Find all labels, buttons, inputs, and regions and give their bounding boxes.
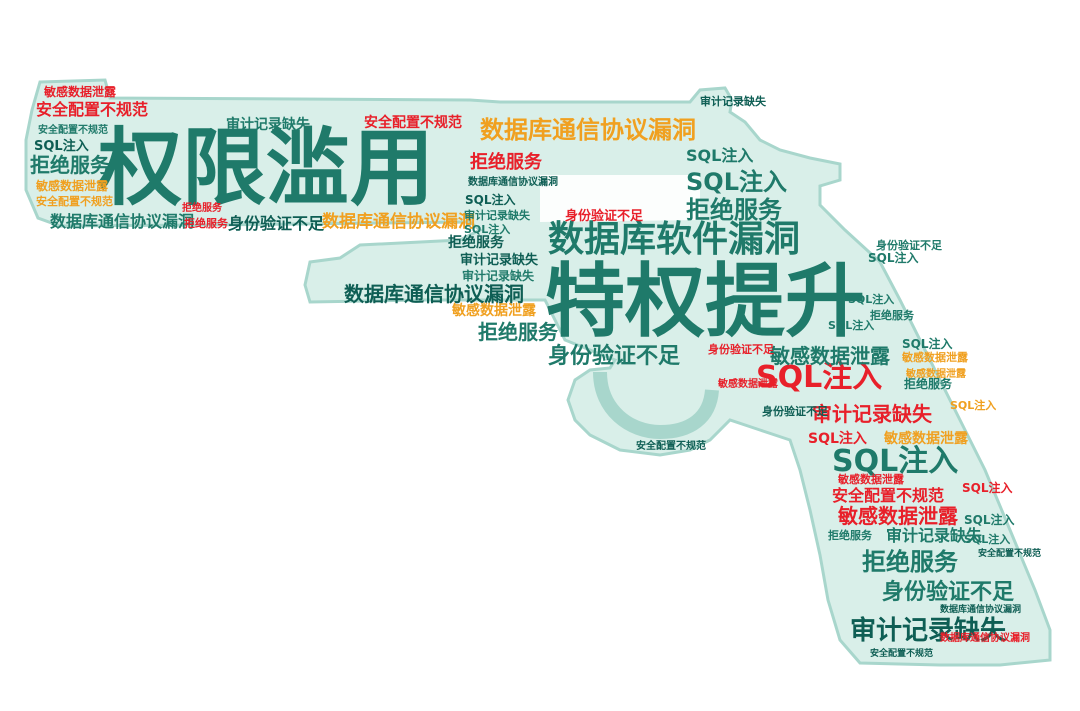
word-missing-audit-log: 审计记录缺失 <box>812 402 932 426</box>
word-missing-audit-log: 审计记录缺失 <box>464 209 530 222</box>
word-sensitive-data-leak: 敏感数据泄露 <box>902 351 968 364</box>
word-denial-of-service: 拒绝服务 <box>184 217 228 230</box>
word-db-protocol-vuln: 数据库通信协议漏洞 <box>480 116 696 144</box>
word-major-privilege-escalation: 特权提升 <box>545 255 865 348</box>
trigger-guard <box>593 371 719 440</box>
word-sql-injection: SQL注入 <box>832 444 959 479</box>
word-insufficient-auth: 身份验证不足 <box>228 214 325 233</box>
word-insecure-config: 安全配置不规范 <box>978 549 1042 559</box>
word-denial-of-service: 拒绝服务 <box>478 320 558 344</box>
word-insufficient-auth: 身份验证不足 <box>548 344 681 369</box>
word-sensitive-data-leak: 敏感数据泄露 <box>44 85 117 99</box>
cylinder-notch <box>540 175 700 222</box>
word-missing-audit-log: 审计记录缺失 <box>226 117 310 133</box>
word-sensitive-data-leak: 敏感数据泄露 <box>770 344 890 368</box>
word-sql-injection: SQL注入 <box>828 319 875 332</box>
word-missing-audit-log: 审计记录缺失 <box>700 95 766 108</box>
word-denial-of-service: 拒绝服务 <box>686 196 782 224</box>
word-insecure-config: 安全配置不规范 <box>832 486 945 505</box>
word-sensitive-data-leak: 敏感数据泄露 <box>36 179 109 193</box>
word-insufficient-auth: 身份验证不足 <box>762 405 828 418</box>
word-insufficient-auth: 身份验证不足 <box>876 239 942 252</box>
word-sql-injection: SQL注入 <box>964 513 1015 527</box>
word-db-software-vuln: 数据库软件漏洞 <box>548 219 801 260</box>
word-sql-injection: SQL注入 <box>962 481 1013 495</box>
word-denial-of-service: 拒绝服务 <box>862 548 958 576</box>
word-denial-of-service: 拒绝服务 <box>828 529 872 542</box>
word-insufficient-auth: 身份验证不足 <box>565 209 644 224</box>
word-sql-injection: SQL注入 <box>34 139 89 154</box>
word-sql-injection: SQL注入 <box>686 146 754 165</box>
word-denial-of-service: 拒绝服务 <box>448 235 504 251</box>
word-major-privilege-abuse: 权限滥用 <box>98 119 435 217</box>
word-insufficient-auth: 身份验证不足 <box>708 343 774 356</box>
word-sql-injection: SQL注入 <box>756 360 883 395</box>
word-insecure-config: 安全配置不规范 <box>364 115 462 131</box>
word-insecure-config: 安全配置不规范 <box>38 125 108 136</box>
word-missing-audit-log: 审计记录缺失 <box>886 526 983 545</box>
word-db-protocol-vuln: 数据库通信协议漏洞 <box>50 212 195 231</box>
word-sql-injection: SQL注入 <box>964 533 1011 546</box>
word-denial-of-service: 拒绝服务 <box>30 153 110 177</box>
word-sensitive-data-leak: 敏感数据泄露 <box>906 369 966 380</box>
word-sensitive-data-leak: 敏感数据泄露 <box>884 431 968 447</box>
word-denial-of-service: 拒绝服务 <box>870 309 914 322</box>
word-denial-of-service: 拒绝服务 <box>182 203 222 214</box>
word-insecure-config: 安全配置不规范 <box>636 441 706 452</box>
revolver-shape <box>24 78 1052 667</box>
word-db-protocol-vuln: 数据库通信协议漏洞 <box>940 605 1022 615</box>
word-insecure-config: 安全配置不规范 <box>36 100 149 119</box>
word-db-protocol-vuln: 数据库通信协议漏洞 <box>322 212 475 232</box>
word-sensitive-data-leak: 敏感数据泄露 <box>838 473 904 486</box>
word-sql-injection: SQL注入 <box>686 168 787 196</box>
word-sql-injection: SQL注入 <box>902 337 953 351</box>
word-sql-injection: SQL注入 <box>950 399 997 412</box>
word-missing-audit-log: 审计记录缺失 <box>850 616 1007 646</box>
word-db-protocol-vuln: 数据库通信协议漏洞 <box>344 282 524 306</box>
word-insufficient-auth: 身份验证不足 <box>882 580 1015 605</box>
word-insecure-config: 安全配置不规范 <box>870 649 934 659</box>
word-sensitive-data-leak: 敏感数据泄露 <box>838 504 958 528</box>
word-denial-of-service: 拒绝服务 <box>470 152 542 173</box>
word-db-protocol-vuln: 数据库通信协议漏洞 <box>940 633 1030 644</box>
word-sql-injection: SQL注入 <box>464 223 511 236</box>
word-sql-injection: SQL注入 <box>465 193 516 207</box>
word-missing-audit-log: 审计记录缺失 <box>462 269 535 283</box>
word-sensitive-data-leak: 敏感数据泄露 <box>452 303 536 319</box>
word-sql-injection: SQL注入 <box>848 293 895 306</box>
word-denial-of-service: 拒绝服务 <box>904 377 953 391</box>
word-insecure-config: 安全配置不规范 <box>36 195 113 208</box>
word-sql-injection: SQL注入 <box>868 251 919 265</box>
word-sensitive-data-leak: 敏感数据泄露 <box>718 379 778 390</box>
word-sql-injection: SQL注入 <box>808 431 867 447</box>
word-missing-audit-log: 审计记录缺失 <box>460 253 539 268</box>
word-db-protocol-vuln: 数据库通信协议漏洞 <box>468 177 558 188</box>
